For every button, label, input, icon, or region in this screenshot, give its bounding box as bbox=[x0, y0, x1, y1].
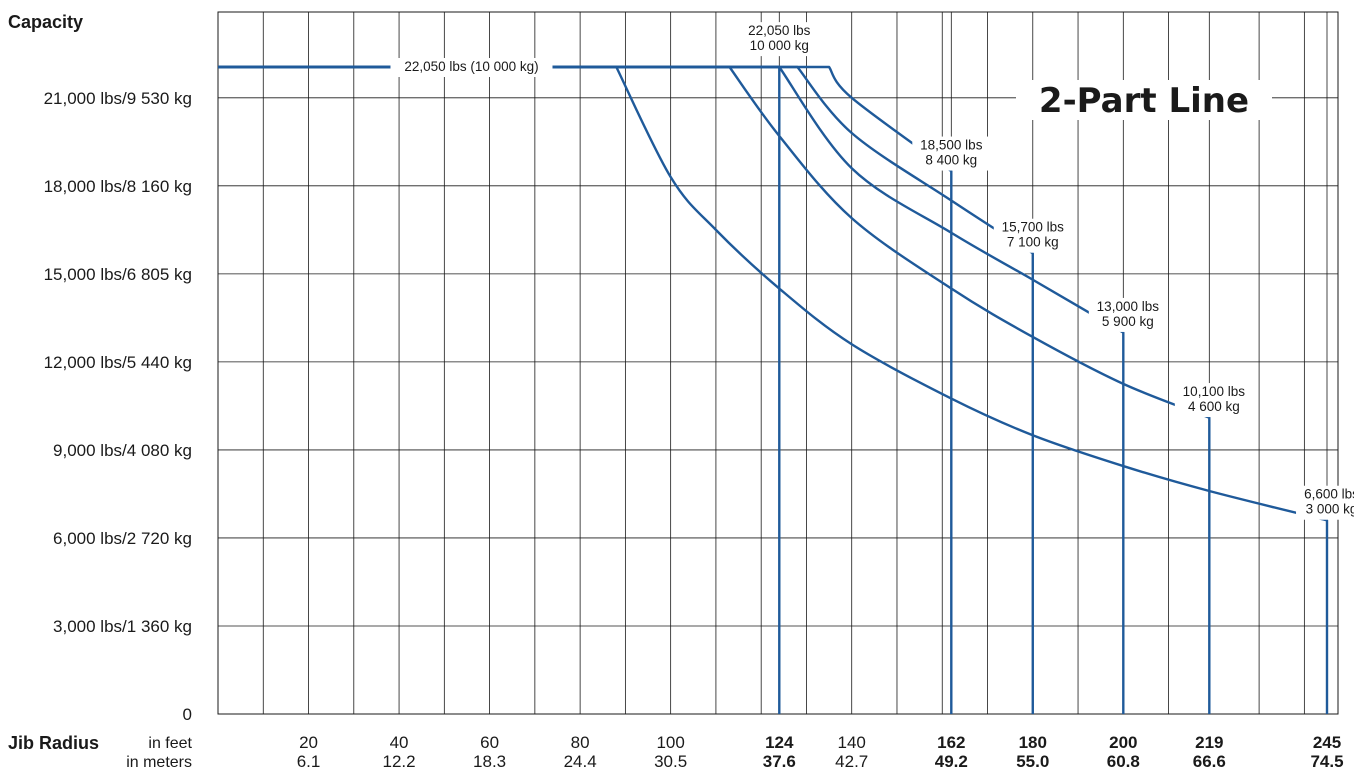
x-tick-label-feet: 100 bbox=[656, 733, 684, 752]
annotation-background bbox=[1088, 297, 1167, 332]
y-tick-label: 6,000 lbs/2 720 kg bbox=[53, 529, 192, 548]
x-tick-label-feet: 40 bbox=[390, 733, 409, 752]
x-tick-label-feet: 162 bbox=[937, 733, 965, 752]
x-tick-label-meters: 24.4 bbox=[564, 752, 597, 771]
x-tick-label-feet: 80 bbox=[571, 733, 590, 752]
x-tick-label-meters: 42.7 bbox=[835, 752, 868, 771]
annotation-label: 5 900 kg bbox=[1102, 314, 1154, 329]
x-tick-label-feet: 245 bbox=[1313, 733, 1341, 752]
x-tick-label-meters: 18.3 bbox=[473, 752, 506, 771]
x-tick-label-feet: 124 bbox=[765, 733, 794, 752]
annotation-label: 22,050 lbs (10 000 kg) bbox=[404, 59, 538, 74]
x-tick-label-meters: 60.8 bbox=[1107, 752, 1140, 771]
x-tick-label-meters: 12.2 bbox=[383, 752, 416, 771]
annotation-label: 7 100 kg bbox=[1007, 235, 1059, 250]
capacity-curve bbox=[218, 65, 1211, 714]
chart-title: 2-Part Line bbox=[1039, 81, 1249, 121]
x-tick-label-meters: 37.6 bbox=[763, 752, 796, 771]
capacity-curve bbox=[218, 65, 1329, 714]
x-axis-title: Jib Radius bbox=[8, 733, 99, 753]
annotation-label: 10,100 lbs bbox=[1183, 384, 1246, 399]
annotation-label: 10 000 kg bbox=[750, 38, 809, 53]
x-tick-label-feet: 140 bbox=[838, 733, 866, 752]
x-tick-label-feet: 20 bbox=[299, 733, 318, 752]
y-tick-label: 3,000 lbs/1 360 kg bbox=[53, 617, 192, 636]
x-tick-label-meters: 49.2 bbox=[935, 752, 968, 771]
x-tick-label-meters: 74.5 bbox=[1310, 752, 1343, 771]
annotation-background bbox=[390, 58, 553, 77]
grid bbox=[217, 11, 1339, 715]
y-axis-title: Capacity bbox=[8, 12, 83, 32]
y-tick-label: 0 bbox=[183, 705, 192, 724]
annotation-background bbox=[740, 22, 819, 57]
annotation-label: 13,000 lbs bbox=[1097, 299, 1160, 314]
y-tick-label: 18,000 lbs/8 160 kg bbox=[44, 177, 192, 196]
x-tick-label-meters: 6.1 bbox=[297, 752, 321, 771]
y-tick-label: 9,000 lbs/4 080 kg bbox=[53, 441, 192, 460]
x-tick-label-feet: 200 bbox=[1109, 733, 1137, 752]
x-tick-label-meters: 30.5 bbox=[654, 752, 687, 771]
y-axis-ticks: 0 3,000 lbs/1 360 kg 6,000 lbs/2 720 kg 9,0… bbox=[44, 89, 192, 724]
x-unit-feet-label: in feet bbox=[148, 735, 192, 752]
annotation-label: 18,500 lbs bbox=[920, 138, 983, 153]
chart-title-background bbox=[1016, 80, 1272, 120]
annotation-label: 3 000 kg bbox=[1306, 502, 1354, 517]
annotation-background bbox=[1296, 485, 1354, 520]
capacity-curve bbox=[218, 65, 781, 714]
capacity-curve bbox=[218, 65, 953, 714]
x-tick-label-meters: 55.0 bbox=[1016, 752, 1049, 771]
y-tick-label: 21,000 lbs/9 530 kg bbox=[44, 89, 192, 108]
x-tick-label-meters: 66.6 bbox=[1193, 752, 1226, 771]
y-tick-label: 15,000 lbs/6 805 kg bbox=[44, 265, 192, 284]
annotation-background bbox=[1174, 383, 1253, 418]
annotation-label: 22,050 lbs bbox=[748, 23, 811, 38]
x-tick-label-feet: 219 bbox=[1195, 733, 1223, 752]
x-unit-meters-label: in meters bbox=[126, 754, 192, 771]
y-tick-label: 12,000 lbs/5 440 kg bbox=[44, 353, 192, 372]
annotation-background bbox=[993, 218, 1072, 253]
annotation-label: 4 600 kg bbox=[1188, 399, 1240, 414]
annotation-label: 15,700 lbs bbox=[1002, 220, 1065, 235]
x-tick-label-feet: 180 bbox=[1019, 733, 1047, 752]
annotation-background bbox=[912, 136, 991, 171]
capacity-curves bbox=[218, 65, 1329, 714]
annotation-label: 6,600 lbs bbox=[1304, 487, 1354, 502]
x-tick-label-feet: 60 bbox=[480, 733, 499, 752]
annotation-label: 8 400 kg bbox=[925, 153, 977, 168]
